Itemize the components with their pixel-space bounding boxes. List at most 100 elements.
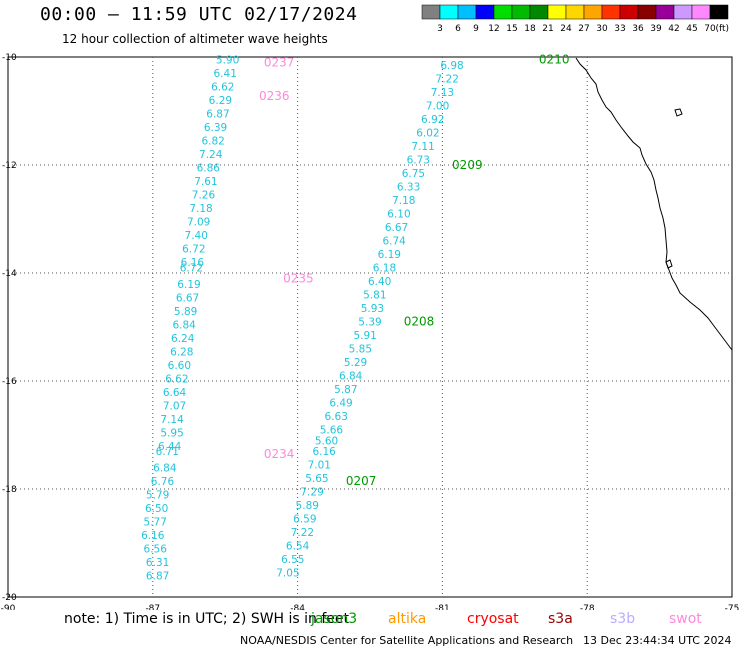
wave-height-map: -90 -87 -84 -81 -78 -75 -10 -12 -14 -16 -18 -20 6.87… [1, 53, 740, 610]
wave-height-value: 6.55 [281, 554, 304, 566]
wave-height-value: 6.73 [407, 155, 430, 167]
colorbar-unit: (ft) [715, 24, 729, 34]
wave-height-value: 6.67 [176, 292, 199, 304]
y-tick-label: -14 [2, 269, 17, 279]
colorbar-tick: 70 [704, 24, 716, 34]
wave-height-value: 6.72 [180, 263, 203, 275]
colorbar-tick: 27 [578, 24, 589, 34]
x-tick-label: -78 [580, 604, 595, 610]
wave-height-value: 6.74 [382, 236, 406, 248]
y-tick-label: -16 [2, 377, 17, 387]
wave-height-value: 6.54 [286, 541, 310, 553]
legend-s3a: s3a [548, 611, 573, 627]
wave-height-value: 6.60 [168, 360, 191, 372]
wave-height-value: 6.10 [387, 209, 410, 221]
wave-height-value: 6.87 [206, 109, 229, 121]
wave-height-value: 6.19 [378, 249, 401, 261]
wave-height-value: 5.66 [320, 425, 344, 437]
wave-height-value: 6.39 [204, 122, 227, 134]
colorbar-tick: 3 [437, 24, 443, 34]
map-subtitle: 12 hour collection of altimeter wave hei… [62, 32, 328, 46]
pass-time-label: 0208 [404, 315, 435, 329]
x-tick-label: -87 [145, 604, 160, 610]
wave-height-value: 6.87 [146, 570, 169, 582]
wave-height-value: 6.76 [151, 476, 175, 488]
colorbar-tick: 15 [506, 24, 517, 34]
coastline [575, 57, 733, 351]
wave-height-value: 6.82 [201, 136, 224, 148]
wave-height-value: 7.26 [192, 190, 216, 202]
legend-swot: swot [669, 611, 702, 627]
wave-height-value: 6.18 [373, 263, 396, 275]
colorbar-tick: 33 [614, 24, 625, 34]
wave-height-value: 6.98 [440, 60, 463, 72]
pass-time-label: 0236 [259, 89, 290, 103]
wave-height-value: 7.11 [411, 141, 434, 153]
wave-height-value: 6.40 [368, 276, 391, 288]
wave-height-value: 6.29 [209, 95, 232, 107]
legend-s3b: s3b [610, 611, 636, 627]
colorbar-tick: 6 [455, 24, 461, 34]
y-tick-label: -10 [2, 53, 17, 63]
wave-height-value: 6.50 [145, 503, 168, 515]
wave-height-value: 6.33 [397, 182, 420, 194]
colorbar-tick: 42 [668, 24, 679, 34]
x-tick-label: -75 [725, 604, 740, 610]
wave-height-value: 7.07 [163, 400, 186, 412]
wave-height-value: 6.56 [144, 543, 168, 555]
wave-height-value: 5.79 [146, 489, 169, 501]
generated-timestamp: 13 Dec 23:44:34 UTC 2024 [583, 634, 732, 647]
legend-jason3: jason3 [311, 611, 358, 627]
colorbar-tick: 18 [524, 24, 536, 34]
wave-height-value: 7.22 [291, 527, 314, 539]
wave-height-value: 5.29 [344, 357, 367, 369]
credit-line: NOAA/NESDIS Center for Satellite Applica… [240, 634, 574, 647]
wave-height-value: 7.00 [426, 101, 449, 113]
wave-height-value: 5.89 [174, 306, 197, 318]
map-title: 00:00 — 11:59 UTC 02/17/2024 [40, 4, 358, 25]
footnote: note: 1) Time is in UTC; 2) SWH is in fe… [64, 611, 350, 627]
colorbar-tick: 36 [632, 24, 644, 34]
wave-height-value: 6.63 [325, 411, 348, 423]
wave-height-value: 7.13 [431, 87, 454, 99]
wave-height-value: 6.44 [158, 441, 182, 453]
wave-height-value: 6.64 [163, 387, 187, 399]
colorbar-tick: 12 [488, 24, 499, 34]
y-tick-label: -18 [2, 485, 17, 495]
colorbar-tick: 45 [686, 24, 697, 34]
pass-time-label: 0210 [539, 53, 570, 67]
y-tick-label: -12 [2, 161, 17, 171]
wave-height-value: 5.77 [144, 516, 167, 528]
colorbar-tick: 24 [560, 24, 572, 34]
pass-time-label: 0235 [283, 271, 314, 285]
wave-height-value: 6.28 [170, 346, 193, 358]
wave-height-value: 6.62 [211, 82, 234, 94]
wave-height-value: 5.39 [358, 317, 381, 329]
wave-height-value: 7.18 [189, 203, 212, 215]
x-tick-label: -81 [435, 604, 450, 610]
pass-time-label: 0207 [346, 474, 377, 488]
legend-altika: altika [388, 611, 427, 627]
wave-height-value: 5.87 [334, 384, 357, 396]
colorbar-tick: 21 [542, 24, 553, 34]
map-frame [7, 56, 733, 598]
wave-height-value: 6.02 [416, 128, 439, 140]
wave-height-value: 7.01 [308, 460, 331, 472]
wave-height-value: 7.05 [276, 568, 299, 580]
wave-height-value: 7.24 [199, 149, 223, 161]
wave-height-value: 6.75 [402, 168, 425, 180]
wave-height-value: 6.19 [177, 279, 200, 291]
wave-height-value: 6.67 [385, 222, 408, 234]
pass-time-label: 0237 [264, 55, 295, 69]
wave-height-value: 6.71 [156, 446, 179, 458]
wave-height-value: 7.22 [436, 74, 459, 86]
wave-height-value: 7.29 [300, 487, 323, 499]
pass-time-label: 0209 [452, 158, 483, 172]
wave-height-value: 5.91 [353, 330, 376, 342]
pass-time-label: 0234 [264, 447, 295, 461]
legend-cryosat: cryosat [467, 611, 519, 627]
wave-height-value: 7.61 [194, 176, 217, 188]
wave-height-value: 5.95 [160, 427, 183, 439]
x-tick-label: -84 [290, 604, 305, 610]
colorbar-tick: 30 [596, 24, 608, 34]
